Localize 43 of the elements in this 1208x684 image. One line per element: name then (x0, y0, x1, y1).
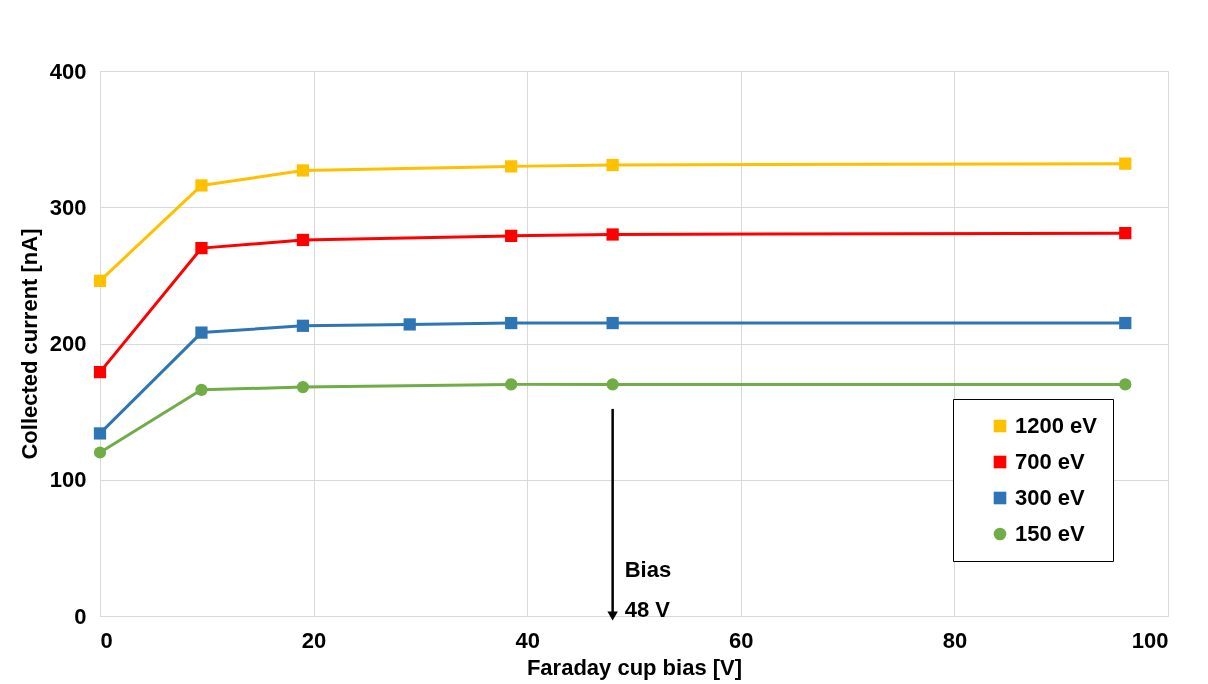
y-axis-title: Collected current [nA] (16, 228, 42, 460)
x-tick-label: 40 (515, 627, 540, 653)
x-tick-label: 100 (1131, 627, 1169, 653)
point (296, 319, 310, 332)
point (195, 383, 208, 396)
legend-label: 150 eV (1015, 521, 1086, 546)
point (296, 233, 310, 247)
point (403, 318, 416, 331)
point (1119, 378, 1132, 391)
point (93, 446, 107, 459)
point (195, 242, 208, 255)
point (505, 160, 518, 173)
point (296, 380, 310, 394)
point (93, 427, 107, 440)
x-tick-label: 60 (729, 627, 754, 653)
y-tick-label: 200 (49, 331, 87, 356)
point (606, 158, 619, 172)
point (505, 229, 518, 242)
point (93, 365, 107, 379)
y-tick-label: 100 (49, 467, 87, 493)
annotation: Bias 48 V (624, 557, 672, 622)
point (195, 179, 208, 192)
point (505, 378, 518, 391)
legend-label: 700 eV (1015, 449, 1086, 474)
y-tick-label: 300 (49, 194, 87, 220)
point (606, 228, 619, 241)
point (505, 316, 518, 330)
legend-label: 1200 eV (1015, 413, 1098, 438)
point (1119, 316, 1132, 330)
point (1119, 227, 1132, 240)
point (195, 326, 208, 339)
x-tick-label: 0 (100, 627, 113, 653)
y-tick-label: 0 (74, 603, 87, 629)
point (1119, 157, 1132, 170)
point (606, 316, 619, 330)
x-tick-label: 20 (301, 627, 327, 653)
point (296, 164, 310, 177)
point (606, 378, 619, 391)
x-tick-label: 80 (942, 627, 968, 653)
legend-label: 300 eV (1015, 485, 1086, 510)
y-tick-label: 400 (49, 58, 87, 84)
x-axis-title: Faraday cup bias [V] (526, 654, 743, 680)
point (93, 274, 107, 287)
